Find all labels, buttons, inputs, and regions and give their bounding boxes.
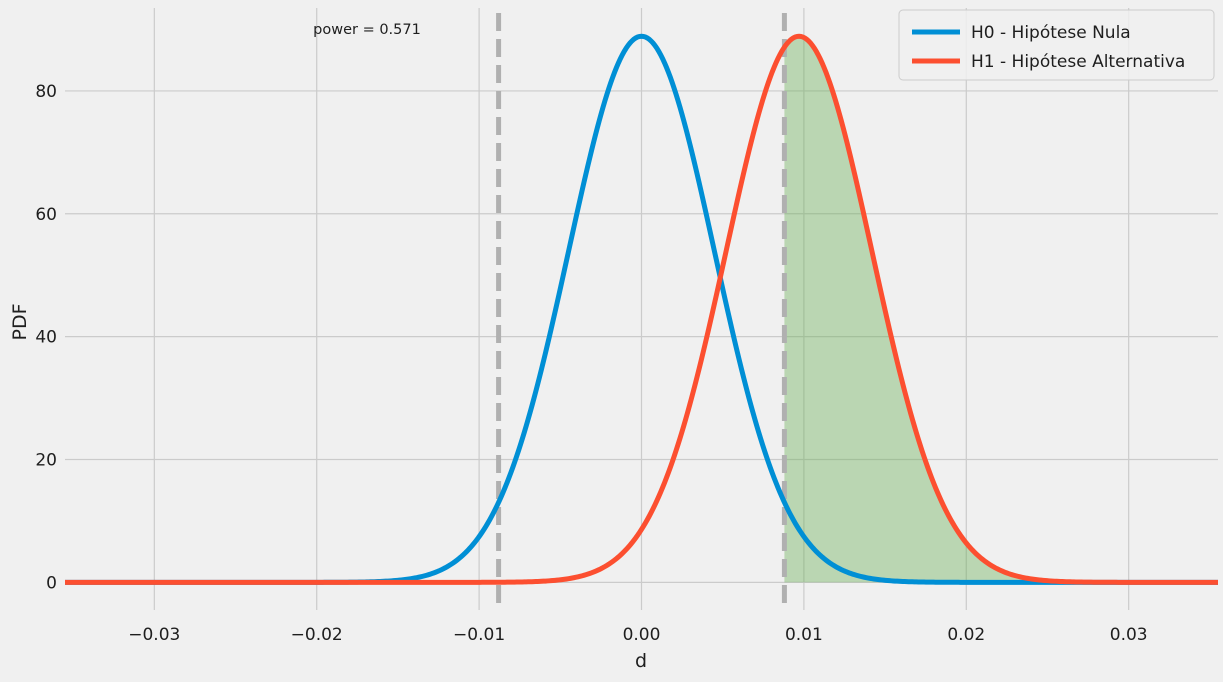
x-tick-label: 0.01 bbox=[785, 625, 823, 645]
y-tick-label: 60 bbox=[35, 205, 57, 225]
legend-label-h0: H0 - Hipótese Nula bbox=[971, 23, 1131, 43]
y-tick-labels: 0 20 40 60 80 bbox=[35, 82, 57, 593]
y-tick-label: 20 bbox=[35, 451, 57, 471]
x-axis-label: d bbox=[635, 650, 647, 672]
legend-box bbox=[898, 9, 1215, 81]
power-shaded-area bbox=[784, 36, 1218, 583]
series-line-h1 bbox=[65, 33, 1218, 585]
legend-label-h1: H1 - Hipótese Alternativa bbox=[971, 52, 1185, 72]
x-tick-label: −0.03 bbox=[128, 625, 180, 645]
power-annotation: power = 0.571 bbox=[313, 22, 421, 38]
x-tick-label: 0.03 bbox=[1110, 625, 1148, 645]
y-tick-label: 40 bbox=[35, 328, 57, 348]
y-axis-label: PDF bbox=[9, 303, 31, 340]
critical-value-lines bbox=[496, 13, 787, 610]
x-tick-label: −0.01 bbox=[453, 625, 505, 645]
x-tick-labels: −0.03 −0.02 −0.01 0.00 0.01 0.02 0.03 bbox=[128, 625, 1147, 645]
y-tick-label: 0 bbox=[46, 573, 57, 593]
x-tick-label: 0.02 bbox=[947, 625, 985, 645]
y-tick-label: 80 bbox=[35, 82, 57, 102]
x-tick-label: 0.00 bbox=[623, 625, 661, 645]
x-tick-label: −0.02 bbox=[291, 625, 343, 645]
legend: H0 - Hipótese Nula H1 - Hipótese Alterna… bbox=[898, 9, 1215, 81]
